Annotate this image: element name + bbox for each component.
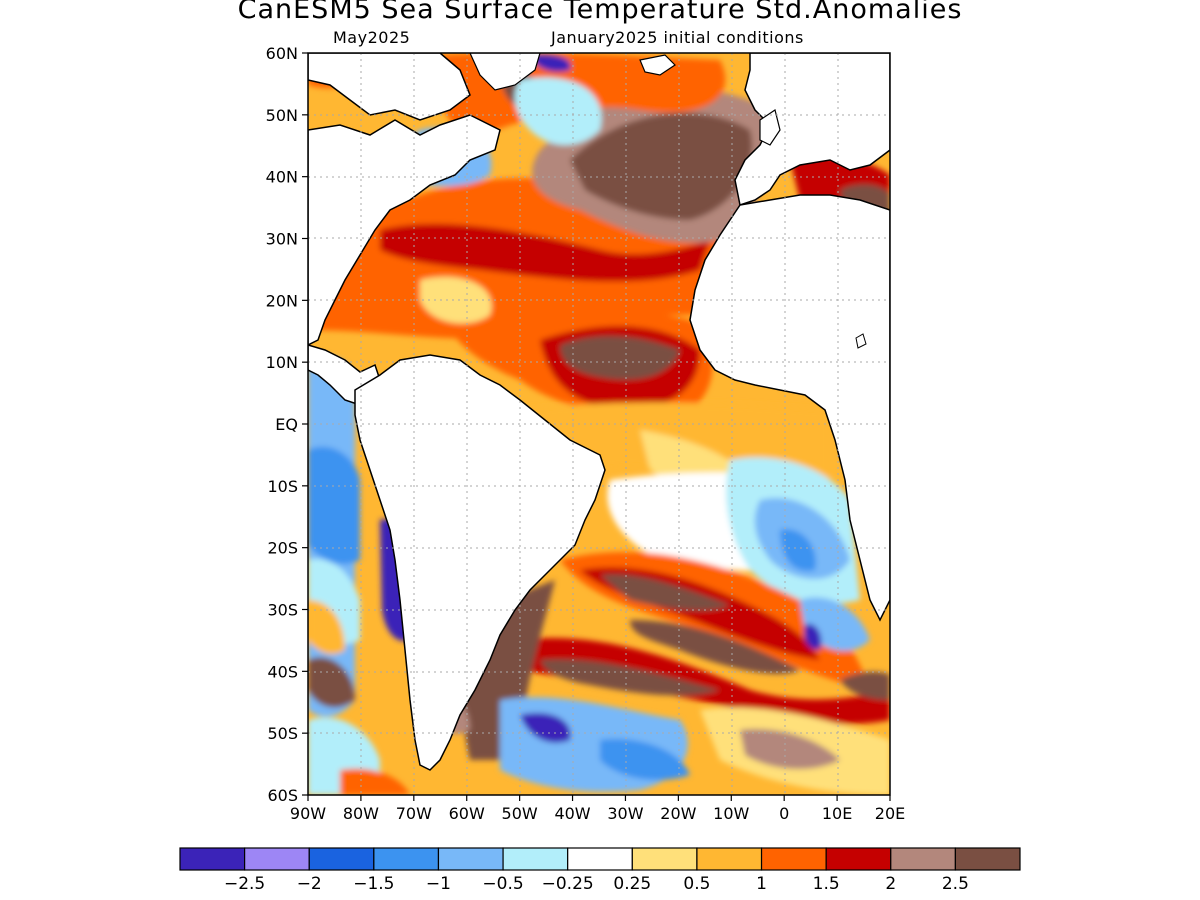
colorbar-swatch <box>502 847 569 871</box>
colorbar-tick-label: 1.5 <box>813 874 840 894</box>
longitude-axis: 90W 80W 70W 60W 50W 40W 30W 20W 10W 0 10E 20E <box>290 795 905 823</box>
colorbar-tick-label: 0.5 <box>683 874 710 894</box>
lat-tick-label: 30N <box>266 230 298 249</box>
lat-tick-label: 40S <box>267 662 298 681</box>
lat-tick-label: 10S <box>267 477 298 496</box>
lon-tick-label: 20E <box>875 804 905 823</box>
lat-tick-label: 60N <box>266 44 298 63</box>
colorbar: −2.5 −2 −1.5 −1 −0.5 −0.25 0.25 0.5 1 1.5 2 2.5 <box>179 847 1021 894</box>
lon-tick-label: 50W <box>502 804 538 823</box>
latitude-axis: 60N 50N 40N 30N 20N 10N EQ 10S 20S 30S 40S 50S 60S <box>266 44 308 805</box>
lat-tick-label: 10N <box>266 353 298 372</box>
lat-tick-label: 40N <box>266 168 298 187</box>
land <box>308 53 890 771</box>
colorbar-tick-label: 2 <box>885 874 896 894</box>
anomaly-field <box>308 53 890 795</box>
colorbar-swatch <box>244 847 310 871</box>
colorbar-tick-label: 1 <box>756 874 767 894</box>
colorbar-tick-label: −1.5 <box>353 874 394 894</box>
colorbar-tick-label: −2 <box>297 874 322 894</box>
map-title: CanESM5 Sea Surface Temperature Std.Anom… <box>237 0 963 25</box>
lon-tick-label: 20W <box>660 804 696 823</box>
lat-tick-label: 30S <box>267 601 298 620</box>
lat-tick-label: 50N <box>266 106 298 125</box>
lat-tick-label: 20N <box>266 291 298 310</box>
colorbar-swatch <box>760 847 827 871</box>
lat-tick-label: 50S <box>267 724 298 743</box>
colorbar-swatch <box>437 847 504 871</box>
colorbar-swatch <box>373 847 440 871</box>
lat-tick-label: 60S <box>267 786 298 805</box>
colorbar-tick-label: 0.25 <box>613 874 651 894</box>
lon-tick-label: 60W <box>449 804 485 823</box>
colorbar-tick-label: −0.25 <box>542 874 594 894</box>
lon-tick-label: 10E <box>822 804 852 823</box>
colorbar-tick-label: 2.5 <box>942 874 969 894</box>
lat-tick-label: 20S <box>267 539 298 558</box>
colorbar-swatch <box>631 847 698 871</box>
colorbar-swatch <box>954 847 1021 871</box>
colorbar-swatch <box>567 847 633 871</box>
graticule <box>308 53 890 795</box>
lon-tick-label: 70W <box>396 804 432 823</box>
colorbar-tick-label: −2.5 <box>224 874 265 894</box>
forecast-month: May2025 <box>333 28 411 47</box>
colorbar-swatch <box>179 847 246 871</box>
lon-tick-label: 0 <box>779 804 789 823</box>
lon-tick-label: 10W <box>713 804 749 823</box>
lon-tick-label: 30W <box>607 804 643 823</box>
initial-conditions: January2025 initial conditions <box>551 28 804 47</box>
colorbar-swatch <box>696 847 763 871</box>
colorbar-swatch <box>308 847 375 871</box>
lat-tick-label: EQ <box>275 415 298 434</box>
lon-tick-label: 80W <box>343 804 379 823</box>
colorbar-tick-label: −1 <box>426 874 451 894</box>
lon-tick-label: 90W <box>290 804 326 823</box>
colorbar-swatch <box>890 847 956 871</box>
colorbar-swatch <box>825 847 892 871</box>
lon-tick-label: 40W <box>554 804 590 823</box>
colorbar-tick-label: −0.5 <box>482 874 523 894</box>
